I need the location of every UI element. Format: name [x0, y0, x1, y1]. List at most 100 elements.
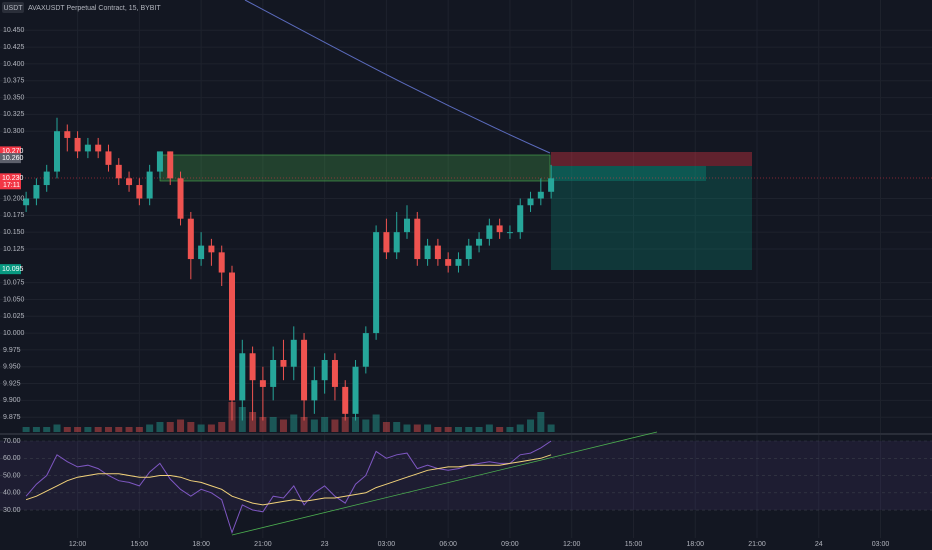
volume-bar: [424, 424, 432, 432]
candle-body: [352, 366, 359, 414]
candle-body: [424, 245, 431, 260]
candle-body: [218, 252, 225, 273]
candle-body: [270, 360, 277, 387]
price-tag: [0, 264, 21, 275]
chart-title: AVAXUSDT Perpetual Contract, 15, BYBIT: [28, 5, 161, 12]
candle-body: [239, 353, 246, 401]
x-tick-label: 09:00: [501, 541, 519, 548]
candle-body: [445, 259, 452, 266]
candle-body: [84, 144, 91, 152]
rsi-trendline[interactable]: [231, 431, 658, 536]
volume-bar: [537, 412, 545, 432]
y-tick-label: 9.950: [3, 364, 21, 371]
volume-bar: [166, 422, 174, 432]
x-tick-label: 03:00: [872, 541, 890, 548]
volume-bar: [22, 427, 30, 432]
x-tick-label: 21:00: [748, 541, 766, 548]
candle-body: [156, 151, 163, 172]
candle-body: [146, 171, 153, 199]
candle-body: [537, 191, 544, 199]
volume-bar: [352, 417, 360, 432]
candle-body: [301, 339, 308, 401]
candle-body: [74, 137, 81, 152]
candle-body: [321, 360, 328, 381]
y-tick-label: 10.150: [3, 229, 25, 236]
candle-body: [126, 178, 133, 186]
price-tag-label: 10.230: [2, 175, 24, 182]
y-tick-label: 50.00: [3, 472, 21, 479]
y-tick-label: 10.075: [3, 279, 25, 286]
candle-body: [136, 185, 143, 199]
volume-bar: [382, 422, 390, 432]
y-tick-label: 10.300: [3, 128, 25, 135]
volume-bar: [259, 417, 267, 432]
y-tick-label: 10.325: [3, 111, 25, 118]
rsi-line: [25, 440, 552, 535]
y-tick-label: 10.200: [3, 195, 25, 202]
volume-bar: [454, 427, 462, 432]
volume-bar: [321, 417, 329, 432]
volume-bar: [135, 427, 143, 432]
demand-zone[interactable]: [159, 154, 551, 182]
volume-bar: [94, 427, 102, 432]
y-tick-label: 9.900: [3, 397, 21, 404]
volume-bar: [74, 427, 82, 432]
candle-body: [290, 339, 297, 367]
volume-bar: [300, 417, 308, 432]
candle-body: [373, 232, 380, 334]
candle-body: [54, 131, 60, 172]
volume-bar: [434, 427, 442, 432]
candle-body: [64, 131, 71, 138]
x-tick-label: 18:00: [686, 541, 704, 548]
volume-bar: [104, 427, 112, 432]
candle-body: [95, 144, 102, 152]
volume-bar: [197, 424, 205, 432]
moving-average: [244, 0, 551, 154]
volume-bar: [269, 417, 277, 432]
candle-body: [383, 232, 390, 253]
badge-box[interactable]: [2, 2, 24, 13]
y-tick-label: 40.00: [3, 490, 21, 497]
volume-bar: [146, 424, 154, 432]
x-tick-label: 12:00: [563, 541, 581, 548]
volume-bar: [403, 424, 411, 432]
candle-body: [208, 245, 215, 253]
volume-bar: [156, 422, 164, 432]
candle-body: [187, 218, 194, 260]
x-tick-label: 18:00: [192, 541, 210, 548]
candle-body: [506, 232, 513, 234]
badge[interactable]: USDT: [3, 5, 23, 12]
candle-body: [249, 353, 256, 381]
y-tick-label: 60.00: [3, 455, 21, 462]
candle-body: [486, 225, 493, 239]
volume-bar: [115, 427, 123, 432]
candle-body: [414, 218, 421, 260]
x-tick-label: 03:00: [378, 541, 396, 548]
y-tick-label: 10.000: [3, 330, 25, 337]
grid-layer: [0, 0, 932, 538]
y-tick-label: 10.125: [3, 246, 25, 253]
volume-bar: [53, 424, 61, 432]
x-tick-label: 23: [321, 541, 329, 548]
candle-body: [331, 360, 338, 387]
stop-zone[interactable]: [551, 152, 752, 166]
candle-body: [280, 360, 287, 367]
price-tag: [0, 146, 21, 157]
volume-bar: [279, 419, 287, 432]
x-tick-label: 06:00: [439, 541, 457, 548]
candle-body: [434, 245, 441, 260]
target-zone[interactable]: [551, 166, 752, 270]
y-tick-label: 30.00: [3, 507, 21, 514]
candle-body: [177, 178, 184, 219]
x-tick-label: 15:00: [625, 541, 643, 548]
y-tick-label: 9.875: [3, 414, 21, 421]
target-progress: [551, 166, 706, 181]
volume-bar: [63, 427, 71, 432]
volume-bar: [393, 422, 401, 432]
price-tag-label: 10.260: [2, 155, 24, 162]
volume-bar: [506, 427, 514, 432]
volume-bar: [496, 427, 504, 432]
volume-bar: [485, 424, 493, 432]
